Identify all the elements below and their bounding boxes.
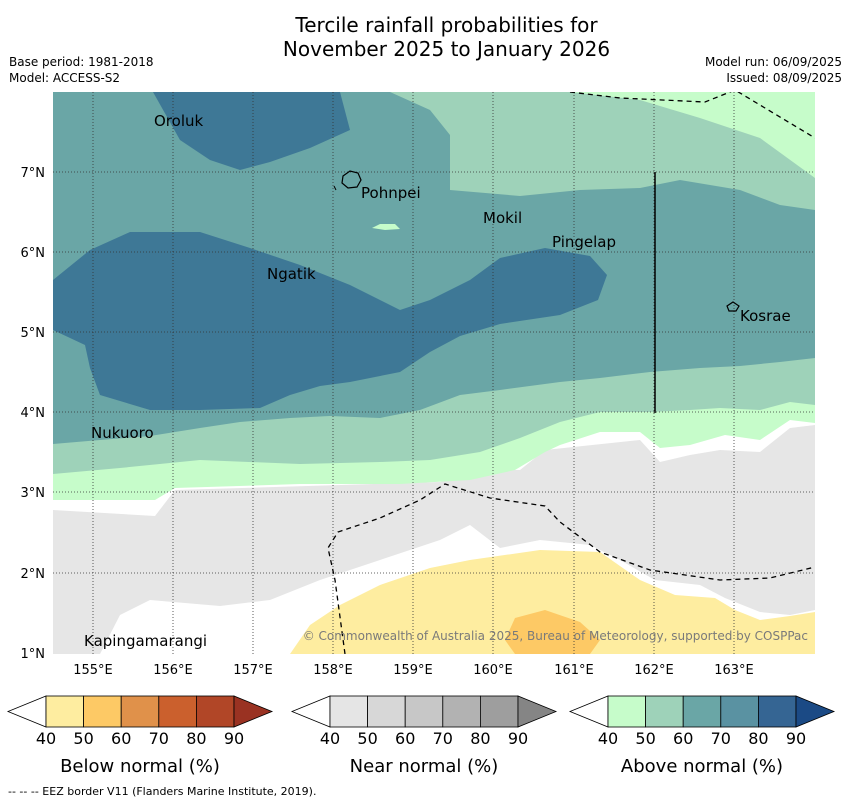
legend-near-tick: 40 <box>320 729 340 748</box>
legend-below-title: Below normal (%) <box>60 756 220 777</box>
place-label-kosrae: Kosrae <box>740 307 791 325</box>
legend-below-swatch <box>45 695 84 728</box>
lon-label-159: 159°E <box>393 663 433 678</box>
legend-below-tick: 80 <box>186 729 206 748</box>
lon-label-161: 161°E <box>554 663 594 678</box>
mokil-shoal-area <box>372 224 400 230</box>
legend-near-min-arrow <box>290 695 331 728</box>
legend-near-tick: 80 <box>470 729 490 748</box>
legend-below-tick: 50 <box>73 729 93 748</box>
legend-above-tick: 80 <box>748 729 768 748</box>
legend-near-tick: 90 <box>508 729 528 748</box>
eez-borders <box>327 92 815 654</box>
lon-label-155: 155°E <box>73 663 113 678</box>
legend-near-swatch <box>442 695 481 728</box>
legend-above-tick: 40 <box>598 729 618 748</box>
lon-label-163: 163°E <box>714 663 754 678</box>
model-run-date: Model run: 06/09/2025 <box>704 55 842 69</box>
place-label-kapingamarangi: Kapingamarangi <box>84 632 207 650</box>
legend-below-swatch <box>158 695 197 728</box>
legend-near-swatch <box>479 695 519 728</box>
legend-near-max-arrow <box>517 695 558 728</box>
legend-above-swatch <box>682 695 722 728</box>
ant-atoll-mark <box>333 185 337 191</box>
lon-label-156: 156°E <box>153 663 193 678</box>
lat-label-5n: 5°N <box>21 326 46 341</box>
near-normal-area <box>53 425 815 654</box>
legend-above-swatch <box>645 695 684 728</box>
legend-below-tick: 90 <box>224 729 244 748</box>
legend-above-tick: 60 <box>673 729 693 748</box>
legend-below-swatch <box>120 695 160 728</box>
pohnpei-island <box>341 170 362 189</box>
place-label-pohnpei: Pohnpei <box>361 184 421 202</box>
probability-map <box>53 92 815 654</box>
above-70-north-region <box>153 92 350 170</box>
place-label-mokil: Mokil <box>483 209 522 227</box>
legend-below-max-arrow <box>233 695 274 728</box>
below-normal-60-area <box>505 610 600 654</box>
legend-near-tick: 50 <box>357 729 377 748</box>
chart-title-line2: November 2025 to January 2026 <box>282 37 611 61</box>
kosrae-island <box>726 301 740 312</box>
legend-above-title: Above normal (%) <box>621 756 783 777</box>
model-name: Model: ACCESS-S2 <box>9 71 121 85</box>
chart-title-line1: Tercile rainfall probabilities for <box>295 13 598 37</box>
legend-near-tick: 60 <box>395 729 415 748</box>
place-label-ngatik: Ngatik <box>267 265 316 283</box>
legend-above-tick: 90 <box>786 729 806 748</box>
legend-near-swatch <box>329 695 368 728</box>
legend-near-tick: 70 <box>433 729 453 748</box>
legend-above-tick: 70 <box>711 729 731 748</box>
legend-above-tick: 50 <box>635 729 655 748</box>
lon-label-158: 158°E <box>313 663 353 678</box>
graticule <box>53 92 815 654</box>
legend-below-tick: 60 <box>111 729 131 748</box>
legend-above-swatch <box>758 695 797 728</box>
eez-footnote: -- -- -- EEZ border V11 (Flanders Marine… <box>8 785 317 798</box>
lon-label-162: 162°E <box>634 663 674 678</box>
place-label-pingelap: Pingelap <box>552 233 616 251</box>
legend-near-swatch <box>367 695 406 728</box>
above-70-region <box>53 232 607 410</box>
legend-below-tick: 70 <box>149 729 169 748</box>
legend-above-max-arrow <box>795 695 836 728</box>
legend-below-tick: 40 <box>36 729 56 748</box>
below-normal-area <box>290 550 815 654</box>
legend-below-swatch <box>195 695 235 728</box>
legend-below-min-arrow <box>6 695 47 728</box>
lon-label-160: 160°E <box>473 663 513 678</box>
lat-label-3n: 3°N <box>21 486 46 501</box>
legend-above-swatch <box>607 695 646 728</box>
lon-label-157: 157°E <box>233 663 273 678</box>
legend-below-swatch <box>83 695 122 728</box>
legend-above-min-arrow <box>568 695 609 728</box>
copyright-notice: © Commonwealth of Australia 2025, Bureau… <box>303 629 808 643</box>
place-label-oroluk: Oroluk <box>154 112 203 130</box>
lat-label-1n: 1°N <box>21 647 46 662</box>
legend-above-swatch <box>720 695 759 728</box>
issued-date: Issued: 08/09/2025 <box>726 71 842 85</box>
lat-label-2n: 2°N <box>21 567 46 582</box>
place-label-nukuoro: Nukuoro <box>91 424 154 442</box>
legend-near-title: Near normal (%) <box>350 756 499 777</box>
base-period: Base period: 1981-2018 <box>9 55 154 69</box>
lat-label-4n: 4°N <box>21 406 46 421</box>
legend-near-swatch <box>404 695 444 728</box>
lat-label-6n: 6°N <box>21 246 46 261</box>
lat-label-7n: 7°N <box>21 166 46 181</box>
